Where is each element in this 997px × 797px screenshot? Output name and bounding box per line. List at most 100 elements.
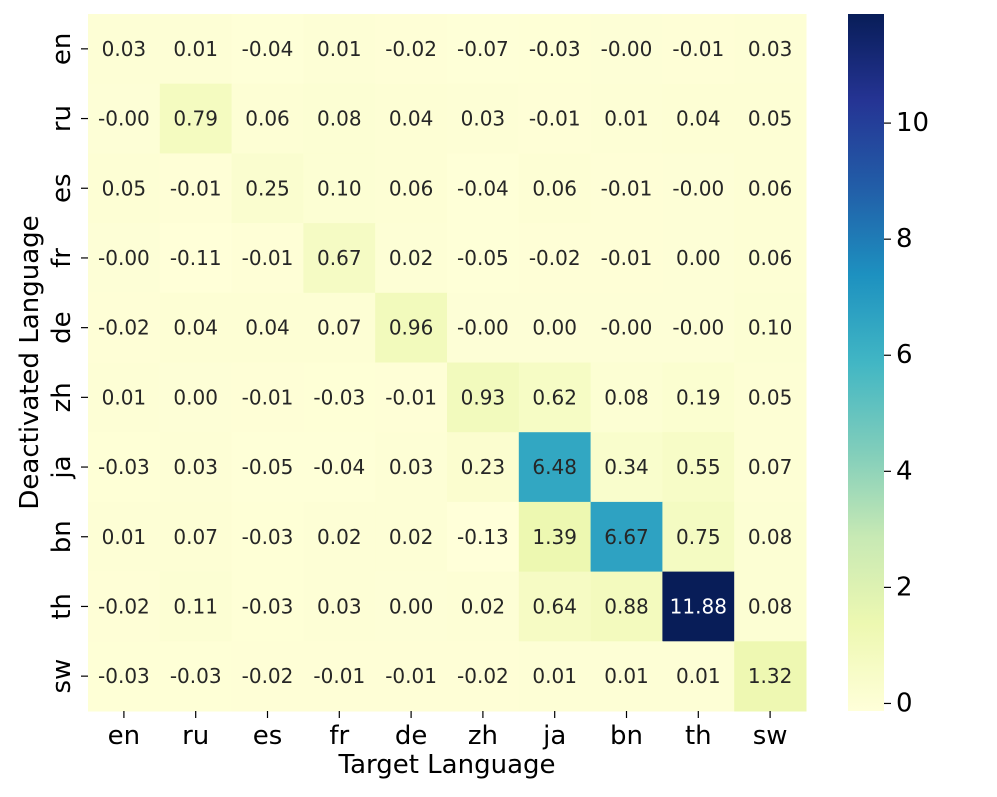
cell-value-label: 0.93 — [461, 385, 506, 409]
cell-value-label: 0.03 — [389, 455, 434, 479]
heatmap-cell — [303, 153, 376, 224]
heatmap-cell — [375, 83, 448, 154]
x-tick-label: fr — [329, 721, 349, 751]
x-axis-ticks: en ru es fr de zh ja bn th sw — [108, 711, 788, 751]
heatmap-cell — [590, 432, 663, 503]
cell-value-label: -0.00 — [457, 316, 509, 340]
cell-value-label: 0.01 — [604, 107, 649, 131]
heatmap-cell — [303, 432, 376, 503]
heatmap-cell — [88, 362, 161, 433]
colorbar-tick-label: 0 — [896, 688, 913, 718]
cell-value-label: 0.07 — [317, 316, 362, 340]
cell-value-label: 0.96 — [389, 316, 434, 340]
heatmap-cell — [447, 14, 520, 85]
heatmap-cell — [159, 292, 233, 363]
heatmap-cell — [231, 223, 304, 294]
cell-value-label: 0.03 — [461, 107, 506, 131]
cell-value-label: 0.34 — [604, 455, 649, 479]
cell-value-label: 0.03 — [173, 455, 218, 479]
cell-value-label: -0.03 — [242, 594, 294, 618]
cell-value-label: -0.00 — [98, 246, 150, 270]
cell-value-label: 0.07 — [748, 455, 793, 479]
cell-value-label: -0.04 — [457, 176, 509, 200]
heatmap-cell — [231, 153, 304, 224]
heatmap-cell — [590, 362, 663, 433]
heatmap-cell — [518, 641, 592, 712]
heatmap-cell — [734, 223, 807, 294]
heatmap-cell — [159, 362, 233, 433]
cell-value-label: 1.32 — [748, 664, 793, 688]
cell-value-label: 0.19 — [676, 385, 721, 409]
heatmap-cells — [88, 14, 807, 712]
x-tick-label: zh — [468, 721, 498, 751]
cell-value-label: -0.01 — [242, 385, 294, 409]
heatmap-cell — [590, 223, 663, 294]
cell-value-label: -0.03 — [242, 525, 294, 549]
cell-value-label: 0.08 — [317, 107, 362, 131]
heatmap-cell — [447, 432, 520, 503]
cell-value-label: 0.01 — [173, 37, 218, 61]
cell-value-label: 0.04 — [676, 107, 721, 131]
cell-value-label: 0.00 — [532, 316, 577, 340]
cell-value-label: -0.01 — [242, 246, 294, 270]
cell-value-label: -0.01 — [529, 107, 581, 131]
heatmap-cell — [447, 292, 520, 363]
cell-value-label: -0.00 — [672, 176, 724, 200]
colorbar-tick-label: 2 — [896, 572, 913, 602]
cell-value-label: 0.08 — [748, 594, 793, 618]
heatmap-cell — [590, 153, 663, 224]
heatmap-cell-labels: 0.03 0.01 -0.04 0.01 -0.02 -0.07 -0.03 -0.00 -0.… — [98, 37, 792, 688]
heatmap-cell — [375, 223, 448, 294]
y-tick-label: de — [47, 311, 77, 344]
heatmap-cell — [518, 501, 592, 573]
heatmap-cell — [88, 223, 161, 294]
heatmap-cell — [518, 362, 592, 433]
cell-value-label: 0.05 — [748, 107, 793, 131]
heatmap-cell — [447, 223, 520, 294]
cell-value-label: 0.04 — [173, 316, 218, 340]
cell-value-label: -0.02 — [98, 316, 150, 340]
heatmap-cell — [518, 223, 592, 294]
y-tick-label: fr — [47, 248, 77, 268]
cell-value-label: -0.01 — [170, 176, 222, 200]
colorbar-tick-label: 8 — [896, 224, 913, 254]
y-axis-label: Deactivated Language — [15, 215, 45, 509]
heatmap-cell — [159, 432, 233, 503]
heatmap-cell — [662, 432, 735, 503]
cell-value-label: 0.67 — [317, 246, 362, 270]
heatmap-cell — [590, 292, 663, 363]
cell-value-label: 0.03 — [748, 37, 793, 61]
heatmap-cell — [590, 83, 663, 154]
heatmap-cell — [231, 501, 304, 573]
heatmap-cell — [159, 83, 233, 154]
cell-value-label: -0.00 — [98, 107, 150, 131]
cell-value-label: -0.03 — [529, 37, 581, 61]
cell-value-label: -0.11 — [170, 246, 222, 270]
cell-value-label: -0.03 — [313, 385, 365, 409]
x-tick-label: ja — [542, 721, 566, 751]
cell-value-label: -0.03 — [98, 455, 150, 479]
y-tick-label: sw — [47, 659, 77, 694]
heatmap-cell — [88, 641, 161, 712]
x-tick-label: bn — [610, 721, 643, 751]
heatmap-cell — [662, 501, 735, 573]
heatmap-cell — [303, 641, 376, 712]
cell-value-label: 0.06 — [245, 107, 290, 131]
heatmap-cell — [447, 83, 520, 154]
heatmap-cell — [734, 14, 807, 85]
heatmap-cell — [231, 641, 304, 712]
y-tick-label: ru — [47, 105, 77, 132]
x-tick-label: th — [685, 721, 712, 751]
cell-value-label: -0.04 — [313, 455, 365, 479]
cell-value-label: -0.01 — [385, 664, 437, 688]
heatmap-cell — [734, 362, 807, 433]
cell-value-label: -0.02 — [457, 664, 509, 688]
heatmap-cell — [88, 153, 161, 224]
heatmap-cell — [159, 223, 233, 294]
heatmap-cell — [590, 641, 663, 712]
cell-value-label: 0.06 — [748, 176, 793, 200]
heatmap-cell — [88, 571, 161, 642]
colorbar-tick-label: 10 — [896, 108, 929, 138]
heatmap-cell — [159, 571, 233, 642]
